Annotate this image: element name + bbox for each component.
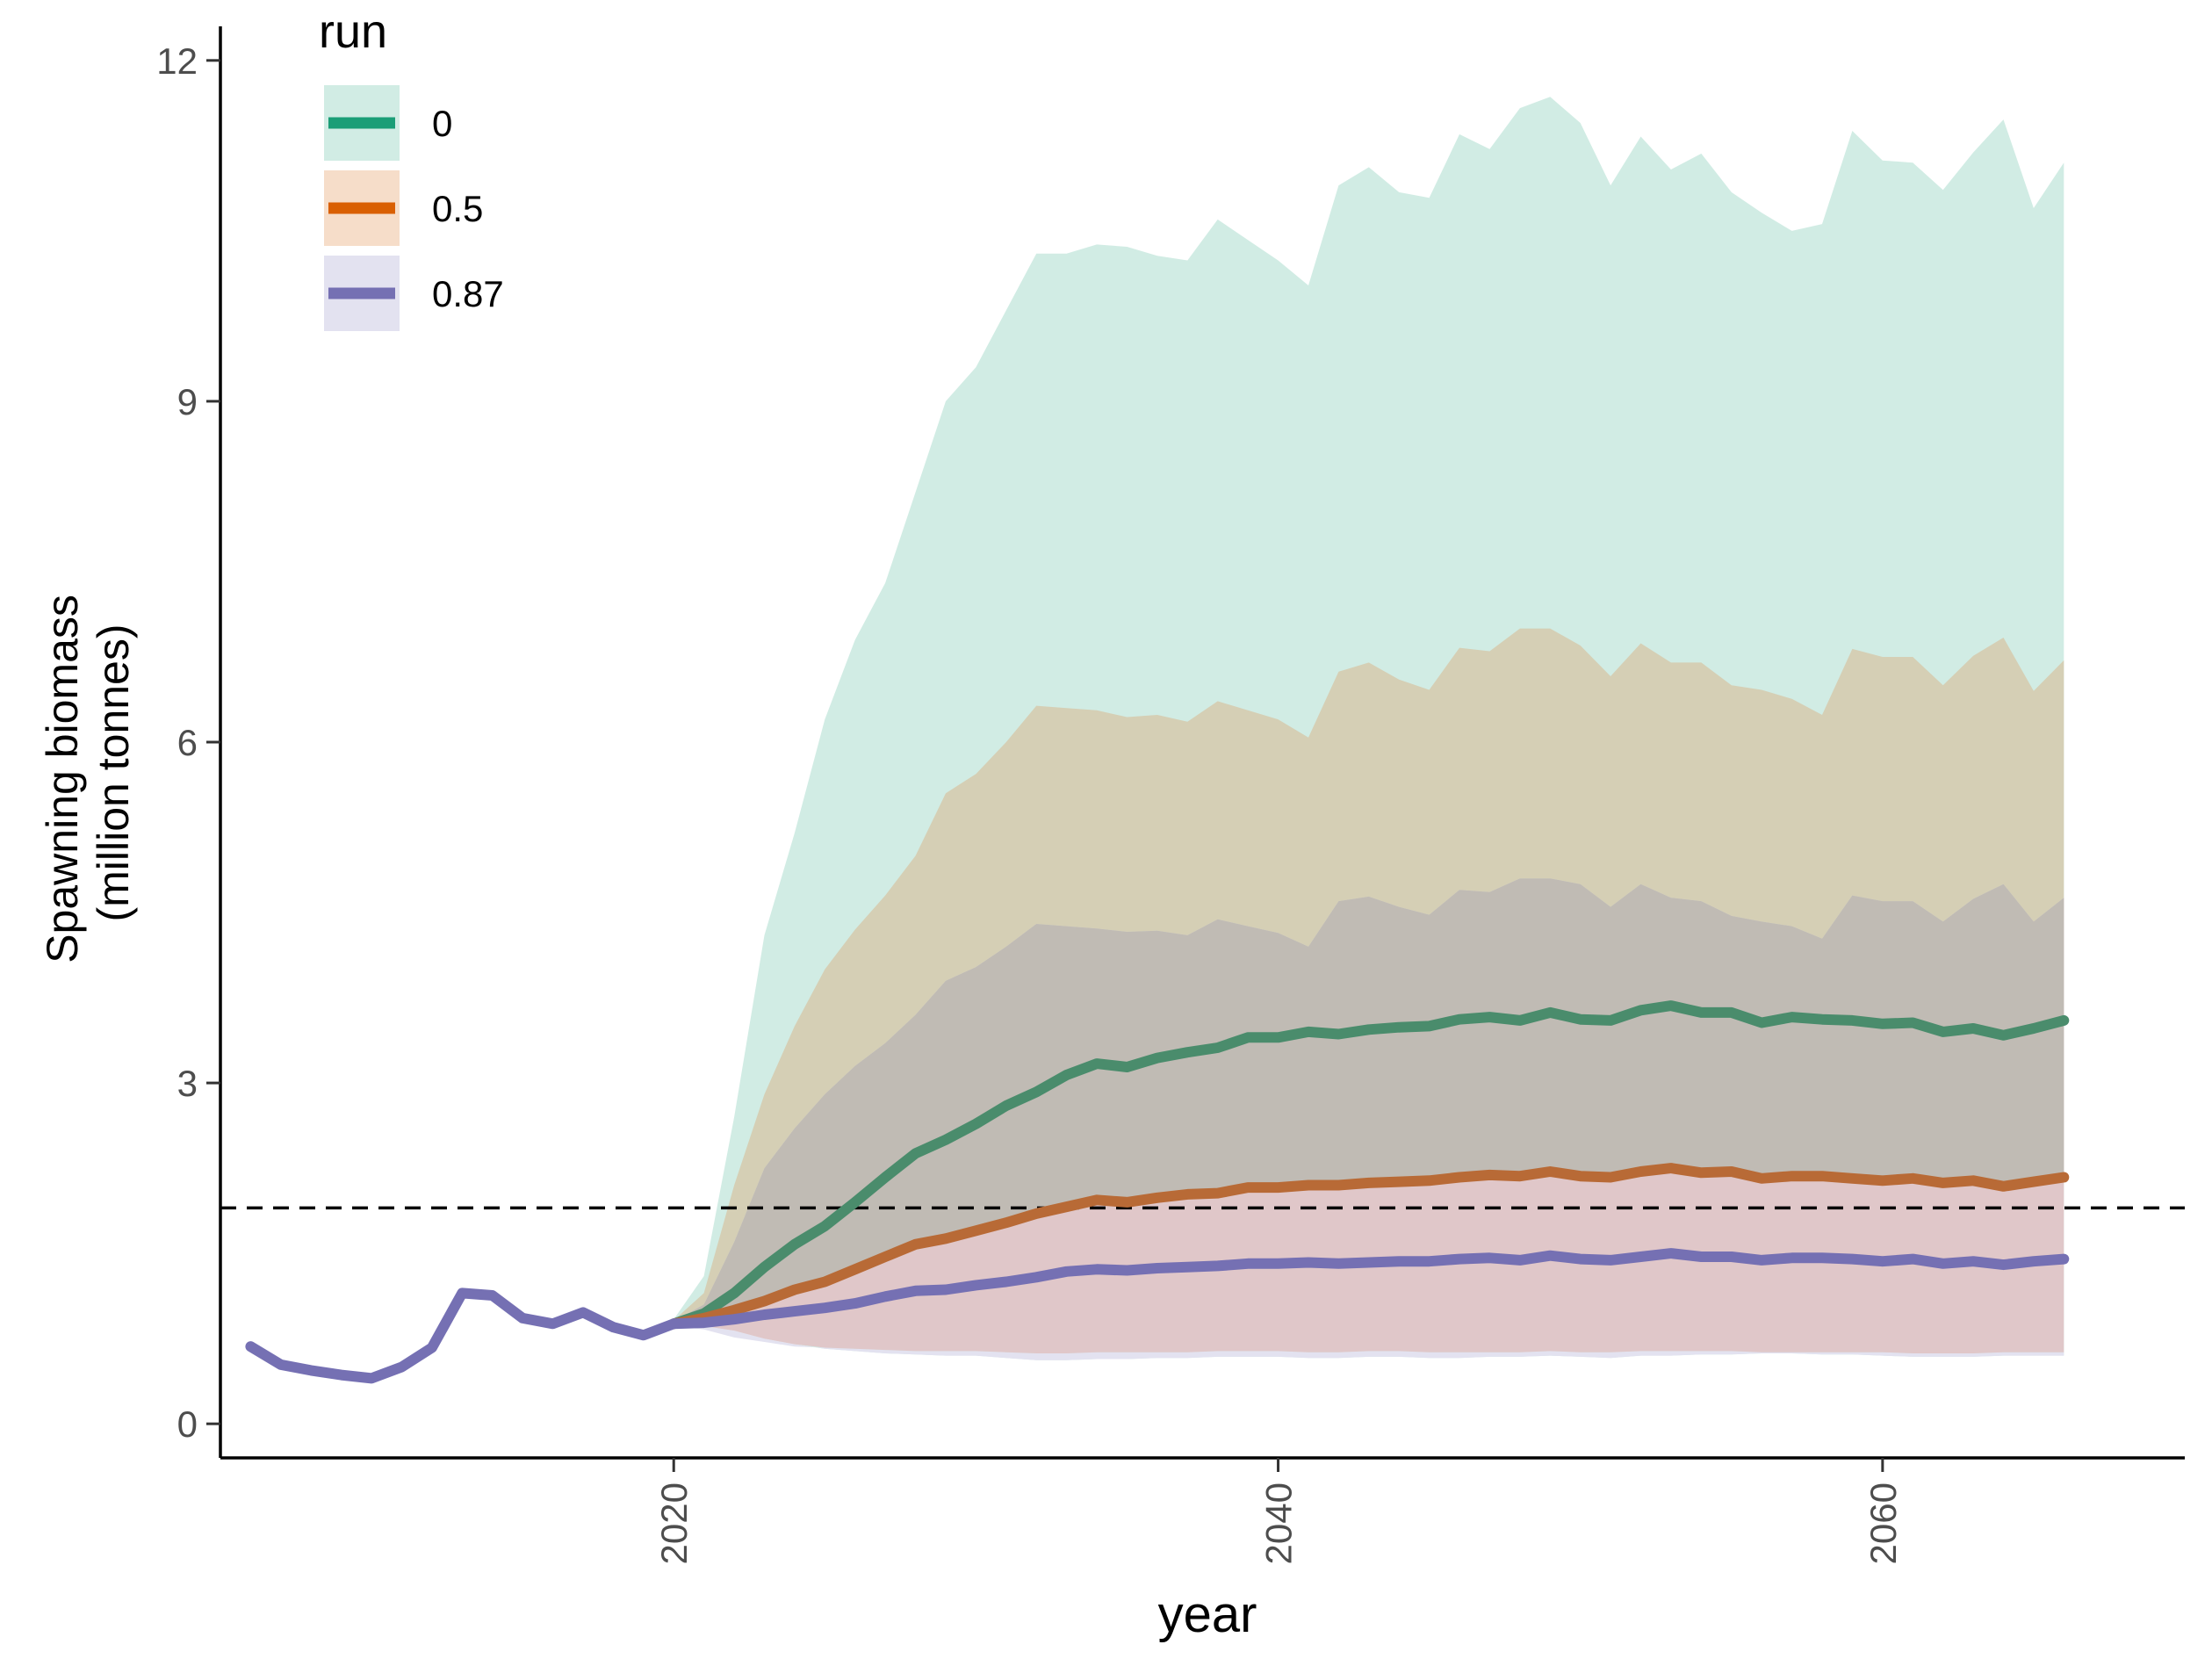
legend-label-0: 0 bbox=[432, 103, 452, 144]
y-axis-label-line-2: (million tonnes) bbox=[89, 624, 138, 921]
legend-label-0.5: 0.5 bbox=[432, 188, 483, 229]
y-tick-label-6: 6 bbox=[177, 722, 198, 763]
historical-line bbox=[245, 1288, 680, 1384]
y-tick-label-3: 3 bbox=[177, 1063, 198, 1104]
median-line-run-0.5 bbox=[668, 1163, 2070, 1330]
y-tick-label-9: 9 bbox=[177, 381, 198, 422]
band-run-0.5 bbox=[674, 628, 2064, 1322]
x-ticks: 2020 2040 2060 bbox=[653, 1458, 1904, 1564]
median-line-run-0 bbox=[668, 1000, 2070, 1330]
band-run-0.87-overlap bbox=[674, 878, 2064, 1324]
y-ticks: 0 3 6 9 12 bbox=[156, 40, 220, 1445]
y-axis-label-line-1: Spawning biomass bbox=[38, 595, 87, 963]
x-tick-label-2040: 2040 bbox=[1258, 1482, 1300, 1564]
y-tick-label-0: 0 bbox=[177, 1403, 198, 1445]
legend: run 0 0.5 0.87 bbox=[319, 5, 504, 331]
x-tick-label-2060: 2060 bbox=[1863, 1482, 1904, 1564]
median-lines bbox=[245, 1000, 2070, 1384]
y-axis-label: Spawning biomass (million tonnes) bbox=[38, 582, 138, 963]
legend-title: run bbox=[319, 5, 387, 58]
x-tick-label-2020: 2020 bbox=[653, 1482, 695, 1564]
x-axis-label: year bbox=[1158, 1586, 1257, 1643]
band-run-0.87-lower-edge bbox=[674, 1325, 2064, 1360]
y-tick-label-12: 12 bbox=[156, 40, 198, 82]
confidence-bands bbox=[674, 97, 2064, 1360]
median-line-run-0.87 bbox=[668, 1248, 2070, 1330]
legend-label-0.87: 0.87 bbox=[432, 273, 504, 314]
